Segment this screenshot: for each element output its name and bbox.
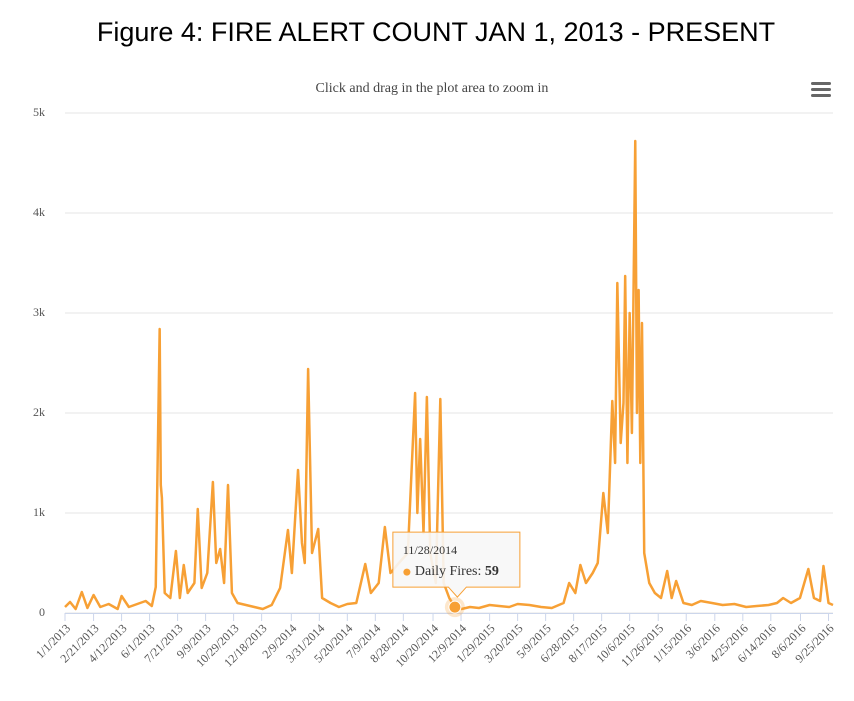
menu-button[interactable]	[808, 80, 834, 100]
y-tick-label: 4k	[33, 205, 45, 219]
tooltip-box	[392, 531, 521, 598]
y-tick-label: 0	[39, 605, 45, 619]
tooltip-value: 59	[485, 564, 499, 579]
chart-title: Figure 4: FIRE ALERT COUNT JAN 1, 2013 -…	[97, 17, 775, 47]
hover-point	[448, 600, 462, 614]
y-tick-label: 3k	[33, 305, 45, 319]
data-line	[64, 139, 834, 611]
y-tick-label: 1k	[33, 505, 45, 519]
chart-subtitle: Click and drag in the plot area to zoom …	[316, 81, 549, 96]
tooltip-line: Daily Fires: 59	[415, 564, 499, 579]
tooltip-date: 11/28/2014	[403, 543, 457, 557]
tooltip: 11/28/2014 Daily Fires: 59	[392, 531, 521, 598]
y-tick-label: 5k	[33, 105, 45, 119]
menu-bar	[811, 82, 831, 85]
tooltip-swatch	[403, 568, 411, 576]
menu-bar	[811, 88, 831, 91]
menu-bar	[811, 94, 831, 97]
tooltip-label: Daily Fires:	[415, 564, 482, 579]
y-tick-label: 2k	[33, 405, 45, 419]
